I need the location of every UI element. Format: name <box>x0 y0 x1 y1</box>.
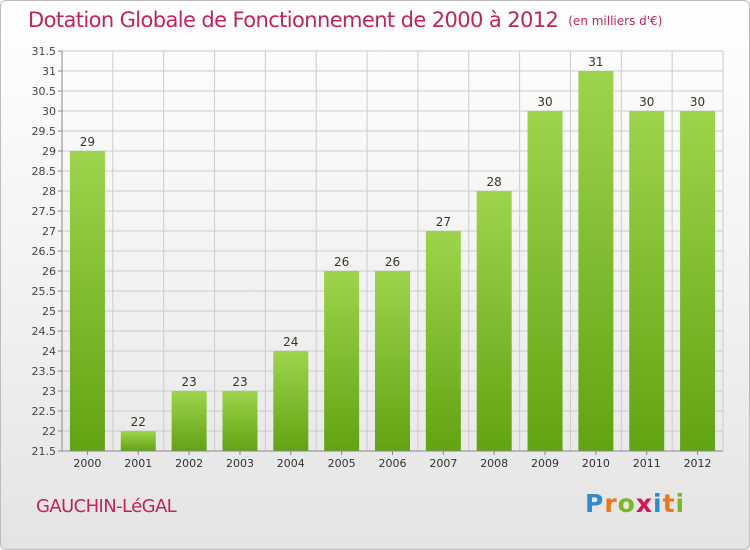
bar <box>120 431 156 451</box>
x-tick-label: 2002 <box>175 457 203 470</box>
y-tick-label: 31.5 <box>32 45 57 58</box>
y-tick-label: 27 <box>42 225 56 238</box>
bar <box>273 351 309 451</box>
data-label: 26 <box>334 255 349 269</box>
x-tick-label: 2010 <box>582 457 610 470</box>
x-tick-label: 2004 <box>277 457 305 470</box>
bar <box>680 111 716 451</box>
x-tick-label: 2011 <box>633 457 661 470</box>
logo-letter: t <box>662 489 676 518</box>
x-tick-label: 2012 <box>684 457 712 470</box>
y-tick-label: 21.5 <box>32 445 57 458</box>
bar <box>425 231 461 451</box>
logo-letter: i <box>653 489 663 518</box>
bar <box>324 271 360 451</box>
x-tick-label: 2007 <box>429 457 457 470</box>
y-tick-label: 28.5 <box>32 165 57 178</box>
y-tick-label: 31 <box>42 65 56 78</box>
y-tick-label: 27.5 <box>32 205 57 218</box>
y-tick-label: 23 <box>42 385 56 398</box>
y-tick-label: 23.5 <box>32 365 57 378</box>
data-label: 30 <box>690 95 705 109</box>
x-tick-label: 2005 <box>328 457 356 470</box>
bar <box>476 191 512 451</box>
logo-letter: x <box>635 489 653 518</box>
axes: 21.5 22 22.5 23 23.5 24 24.5 25 25.5 26 26.5 27 27.5… <box>32 45 723 470</box>
data-label: 23 <box>181 375 196 389</box>
proxiti-logo: Proxiti <box>585 489 685 518</box>
x-tick-label: 2001 <box>124 457 152 470</box>
bar <box>578 71 614 451</box>
y-tick-label: 28 <box>42 185 56 198</box>
logo-letter: o <box>617 489 636 518</box>
data-label: 23 <box>232 375 247 389</box>
logo-letter: r <box>604 489 618 518</box>
y-tick-label: 22.5 <box>32 405 57 418</box>
x-tick-label: 2009 <box>531 457 559 470</box>
bar <box>629 111 665 451</box>
data-label: 31 <box>588 55 603 69</box>
x-tick-label: 2003 <box>226 457 254 470</box>
bars: 29 22 23 23 24 26 26 27 28 30 31 30 30 <box>69 55 716 451</box>
y-tick-label: 25 <box>42 305 56 318</box>
y-tick-label: 24 <box>42 345 56 358</box>
data-label: 29 <box>80 135 95 149</box>
y-tick-label: 29 <box>42 145 56 158</box>
bar <box>375 271 410 451</box>
logo-letter: i <box>675 489 686 518</box>
logo-letter: P <box>585 489 605 518</box>
bar <box>69 151 105 451</box>
data-label: 28 <box>487 175 502 189</box>
y-tick-label: 25.5 <box>32 285 57 298</box>
data-label: 30 <box>639 95 654 109</box>
data-label: 26 <box>385 255 400 269</box>
commune-name: GAUCHIN-LéGAL <box>36 496 177 517</box>
y-tick-label: 30 <box>42 105 56 118</box>
data-label: 22 <box>131 415 146 429</box>
bar <box>222 391 258 451</box>
chart-subtitle: (en milliers d'€) <box>568 14 663 28</box>
bar <box>171 391 207 451</box>
data-label: 30 <box>537 95 552 109</box>
data-label: 27 <box>436 215 451 229</box>
x-tick-label: 2006 <box>379 457 407 470</box>
y-tick-label: 26.5 <box>32 245 57 258</box>
y-tick-label: 24.5 <box>32 325 57 338</box>
x-tick-label: 2008 <box>480 457 508 470</box>
x-tick-label: 2000 <box>73 457 101 470</box>
chart-title: Dotation Globale de Fonctionnement de 20… <box>28 8 662 32</box>
y-tick-label: 29.5 <box>32 125 57 138</box>
y-tick-label: 26 <box>42 265 56 278</box>
data-label: 24 <box>283 335 298 349</box>
y-tick-label: 30.5 <box>32 85 57 98</box>
title-text: Dotation Globale de Fonctionnement de 20… <box>28 8 559 32</box>
bar <box>527 111 563 451</box>
y-tick-label: 22 <box>42 425 56 438</box>
